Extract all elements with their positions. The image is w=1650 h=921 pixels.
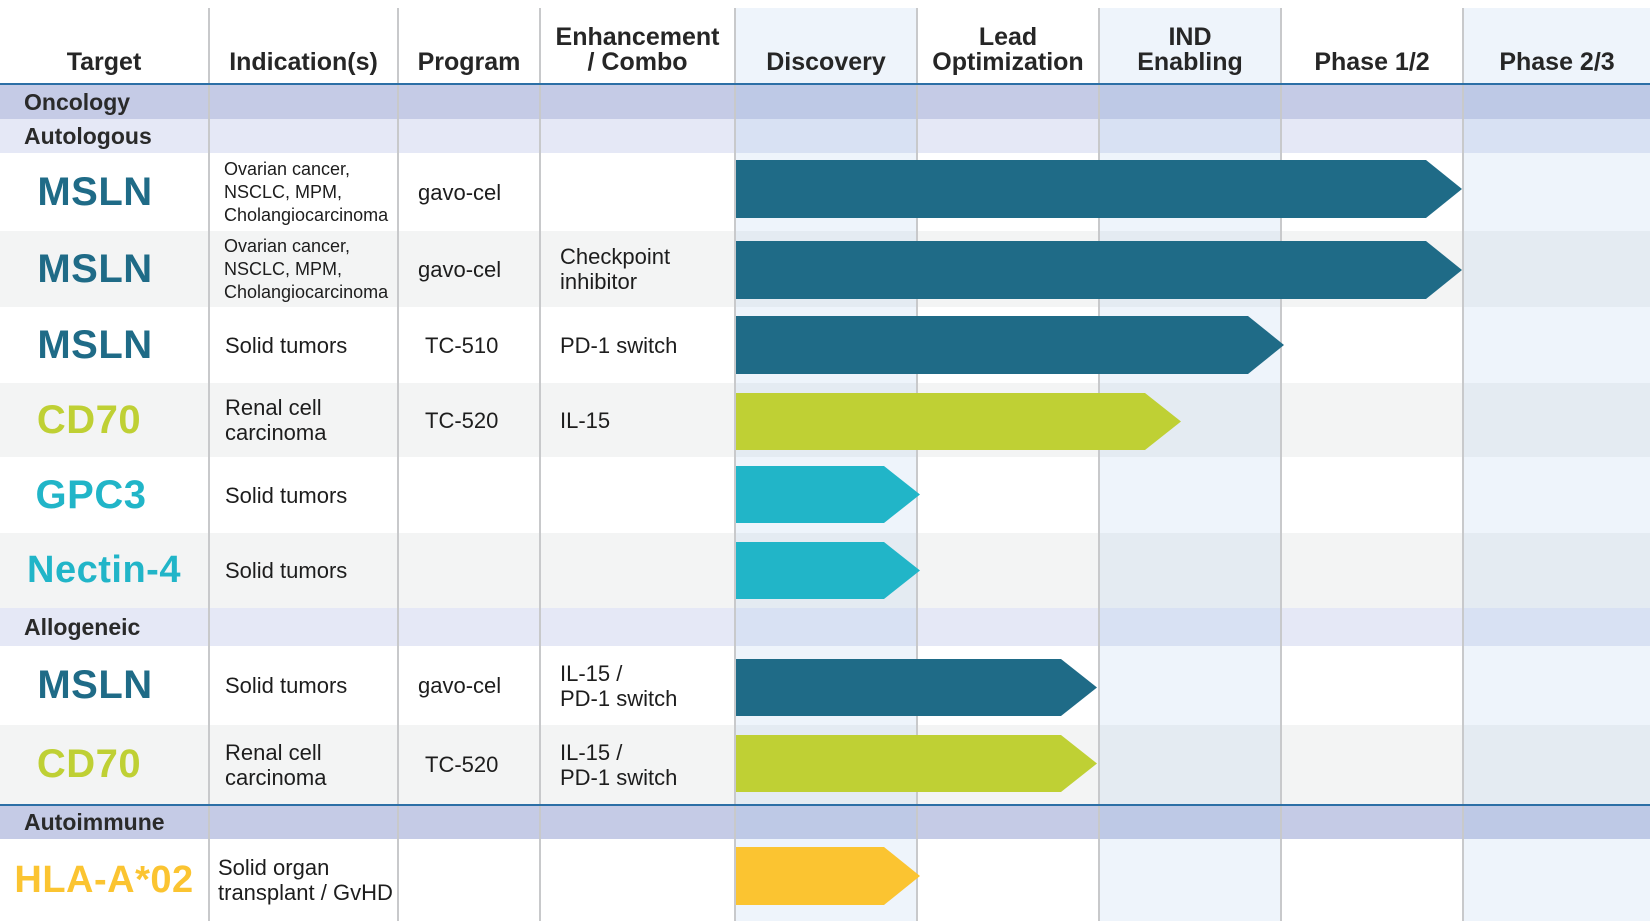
indication-cell: Solid tumors xyxy=(225,533,397,608)
header-discovery: Discovery xyxy=(736,0,916,83)
autoimmune-label: Autoimmune xyxy=(24,809,165,835)
allogeneic-section-band xyxy=(0,608,1650,646)
indication-text: Renal cell carcinoma xyxy=(225,395,327,445)
enhancement-text: IL-15 xyxy=(560,407,611,433)
program-cell: gavo-cel xyxy=(418,153,538,231)
header-phase-1-2-label: Phase 1/2 xyxy=(1314,48,1430,76)
oncology-label: Oncology xyxy=(24,88,131,115)
indication-text: Solid tumors xyxy=(225,332,348,358)
target-msln: MSLN xyxy=(37,322,153,367)
header-indication-label: Indication(s) xyxy=(229,48,378,76)
autoimmune-section-band xyxy=(0,806,1650,839)
indication-cell: Solid tumors xyxy=(225,307,397,383)
column-divider xyxy=(916,8,918,921)
indication-text: Ovarian cancer, NSCLC, MPM, Cholangiocar… xyxy=(224,235,389,302)
target-cd70: CD70 xyxy=(36,397,142,442)
progress-arrow-msln-2 xyxy=(736,241,1462,299)
indication-cell: Renal cell carcinoma xyxy=(225,725,397,804)
indication-cell: Ovarian cancer, NSCLC, MPM, Cholangiocar… xyxy=(224,153,396,231)
target-cd70: CD70 xyxy=(36,742,142,786)
progress-arrow-msln-1 xyxy=(736,160,1462,218)
header-enhancement-label: Enhancement / Combo xyxy=(555,23,720,76)
target-msln: MSLN xyxy=(37,169,153,214)
indication-text: Solid tumors xyxy=(225,558,348,583)
header-target-label: Target xyxy=(66,48,142,76)
program-text: gavo-cel xyxy=(418,256,502,282)
progress-arrow-msln-4 xyxy=(736,659,1097,716)
oncology-section-band xyxy=(0,85,1650,119)
column-divider xyxy=(734,8,736,921)
enhancement-cell: PD-1 switch xyxy=(560,307,732,383)
enhancement-text: Checkpoint inhibitor xyxy=(560,244,671,294)
autologous-section-band xyxy=(0,119,1650,153)
progress-arrow-gpc3 xyxy=(736,466,920,523)
indication-text: Ovarian cancer, NSCLC, MPM, Cholangiocar… xyxy=(224,158,389,225)
header-phase-2-3-label: Phase 2/3 xyxy=(1499,48,1615,76)
header-ind-enabling-label: IND Enabling xyxy=(1137,23,1243,76)
progress-arrow-msln-3 xyxy=(736,316,1284,374)
column-divider xyxy=(1462,8,1464,921)
program-text: TC-510 xyxy=(425,332,499,358)
enhancement-text: IL-15 / PD-1 switch xyxy=(560,739,678,790)
header-discovery-label: Discovery xyxy=(766,48,886,76)
program-cell: TC-520 xyxy=(425,725,539,804)
target-gpc3: GPC3 xyxy=(35,472,147,517)
autoimmune-rule xyxy=(0,804,1650,806)
enhancement-cell: Checkpoint inhibitor xyxy=(560,231,732,307)
indication-cell: Renal cell carcinoma xyxy=(225,383,397,457)
column-divider xyxy=(1280,8,1282,921)
target-nectin-4: Nectin-4 xyxy=(27,549,181,591)
enhancement-text: IL-15 / PD-1 switch xyxy=(560,660,678,711)
enhancement-cell: IL-15 / PD-1 switch xyxy=(560,646,732,725)
indication-cell: Solid organ transplant / GvHD xyxy=(218,839,397,921)
indication-text: Solid tumors xyxy=(225,482,348,508)
progress-arrow-hla-a02 xyxy=(736,847,920,905)
header-phase-1-2: Phase 1/2 xyxy=(1282,0,1462,83)
indication-text: Solid organ transplant / GvHD xyxy=(218,855,393,905)
header-indication: Indication(s) xyxy=(210,0,397,83)
indication-cell: Solid tumors xyxy=(225,457,397,533)
program-cell: gavo-cel xyxy=(418,231,538,307)
indication-text: Renal cell carcinoma xyxy=(225,739,327,790)
indication-text: Solid tumors xyxy=(225,673,348,698)
header-target: Target xyxy=(0,0,208,83)
autologous-label: Autologous xyxy=(24,122,152,149)
program-cell: gavo-cel xyxy=(418,646,538,725)
header-rule xyxy=(0,83,1650,85)
header-enhancement: Enhancement / Combo xyxy=(541,0,734,83)
target-msln: MSLN xyxy=(37,246,153,291)
header-phase-2-3: Phase 2/3 xyxy=(1464,0,1650,83)
program-text: gavo-cel xyxy=(418,673,502,698)
header-ind-enabling: IND Enabling xyxy=(1100,0,1280,83)
indication-cell: Solid tumors xyxy=(225,646,397,725)
enhancement-text: PD-1 switch xyxy=(560,332,678,358)
program-text: gavo-cel xyxy=(418,179,502,205)
target-hla-a02: HLA-A*02 xyxy=(14,858,194,901)
enhancement-cell: IL-15 xyxy=(560,383,732,457)
enhancement-cell: IL-15 / PD-1 switch xyxy=(560,725,732,804)
program-cell: TC-520 xyxy=(425,383,539,457)
column-divider xyxy=(208,8,210,921)
progress-arrow-nectin-4 xyxy=(736,542,920,599)
indication-cell: Ovarian cancer, NSCLC, MPM, Cholangiocar… xyxy=(224,231,396,307)
header-program-label: Program xyxy=(417,48,521,76)
program-cell: TC-510 xyxy=(425,307,539,383)
column-divider xyxy=(1098,8,1100,921)
progress-arrow-cd70-1 xyxy=(736,393,1181,450)
target-msln: MSLN xyxy=(37,663,153,707)
column-divider xyxy=(397,8,399,921)
progress-arrow-cd70-2 xyxy=(736,735,1097,792)
allogeneic-label: Allogeneic xyxy=(24,613,141,640)
program-text: TC-520 xyxy=(425,752,499,777)
column-divider xyxy=(539,8,541,921)
header-program: Program xyxy=(399,0,539,83)
header-lead-optimization: Lead Optimization xyxy=(918,0,1098,83)
header-lead-optimization-label: Lead Optimization xyxy=(932,23,1084,76)
program-text: TC-520 xyxy=(425,407,499,433)
